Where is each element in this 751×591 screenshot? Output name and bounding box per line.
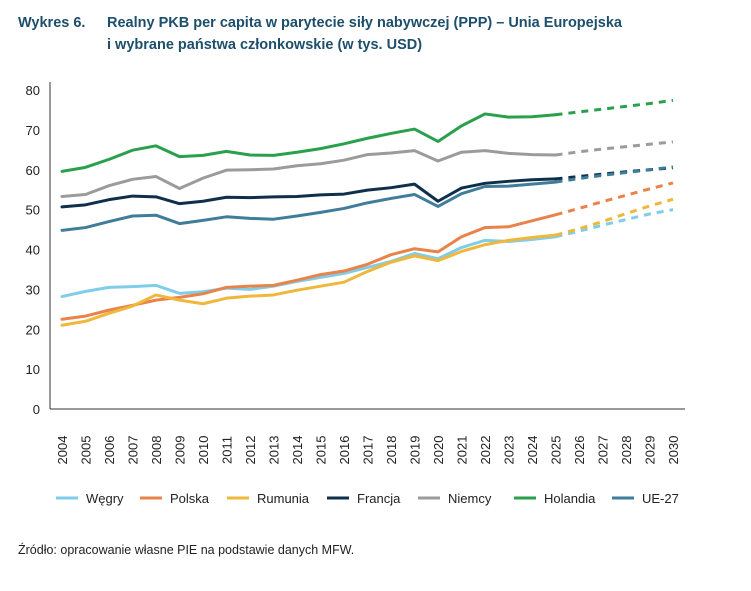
y-tick-label: 70 [26, 123, 40, 138]
x-tick-label: 2010 [196, 436, 211, 465]
legend-item: Francja [327, 491, 401, 506]
series-line [60, 180, 557, 232]
title-line-1: Realny PKB per capita w parytecie siły n… [107, 15, 622, 31]
forecast-line [555, 197, 674, 237]
x-tick-label: 2006 [102, 436, 117, 465]
legend-label: Rumunia [257, 491, 310, 506]
x-tick-label: 2008 [149, 436, 164, 465]
forecast-line [555, 165, 674, 184]
legend-item: Polska [140, 491, 210, 506]
x-tick-label: 2013 [267, 436, 282, 465]
legend-item: Rumunia [227, 491, 310, 506]
series-line [60, 235, 557, 299]
forecast-line [555, 181, 674, 217]
series-niemcy [60, 140, 674, 198]
series-line [60, 177, 557, 209]
series-line [60, 233, 557, 327]
forecast-line [555, 166, 674, 181]
legend-item: Holandia [514, 491, 596, 506]
chart-title: Wykres 6. Realny PKB per capita w paryte… [18, 12, 738, 56]
x-tick-label: 2028 [619, 436, 634, 465]
x-tick-label: 2015 [314, 436, 329, 465]
legend-item: Niemcy [418, 491, 492, 506]
x-tick-label: 2011 [220, 436, 235, 464]
series-line [60, 112, 557, 173]
x-tick-label: 2030 [666, 436, 681, 465]
series-ue-27 [60, 165, 674, 232]
series-francja [60, 166, 674, 209]
y-tick-label: 40 [26, 243, 40, 258]
title-line-2: i wybrane państwa członkowskie (w tys. U… [107, 37, 423, 53]
forecast-line [555, 98, 674, 117]
x-tick-label: 2023 [502, 436, 517, 465]
x-tick-label: 2022 [478, 436, 493, 465]
x-tick-label: 2016 [337, 436, 352, 465]
legend-label: Niemcy [448, 491, 492, 506]
x-tick-label: 2029 [643, 436, 658, 465]
legend-label: Francja [357, 491, 401, 506]
x-tick-label: 2004 [55, 436, 70, 465]
series-węgry [60, 208, 674, 299]
legend-item: Węgry [56, 491, 124, 506]
legend-label: Polska [170, 491, 210, 506]
x-tick-label: 2014 [290, 436, 305, 465]
y-tick-label: 80 [26, 83, 40, 98]
series-holandia [60, 98, 674, 173]
x-tick-label: 2009 [173, 436, 188, 465]
legend-label: UE-27 [642, 491, 679, 506]
x-tick-label: 2012 [243, 436, 258, 465]
x-tick-label: 2026 [572, 436, 587, 465]
legend-item: UE-27 [612, 491, 679, 506]
x-tick-label: 2024 [525, 436, 540, 465]
source-note: Źródło: opracowanie własne PIE na podsta… [18, 543, 355, 557]
x-tick-label: 2018 [384, 436, 399, 465]
legend-label: Holandia [544, 491, 596, 506]
x-tick-label: 2005 [79, 436, 94, 465]
y-tick-label: 50 [26, 203, 40, 218]
x-tick-label: 2027 [596, 436, 611, 465]
forecast-line [555, 140, 674, 157]
legend-label: Węgry [86, 491, 124, 506]
y-tick-label: 30 [26, 282, 40, 297]
x-tick-label: 2017 [361, 436, 376, 465]
series-line [60, 149, 557, 198]
series-line [60, 213, 557, 321]
x-tick-label: 2020 [431, 436, 446, 465]
x-tick-label: 2025 [549, 436, 564, 465]
forecast-line [555, 208, 674, 239]
y-tick-label: 60 [26, 163, 40, 178]
figure-number: Wykres 6. [18, 15, 86, 31]
x-tick-label: 2019 [408, 436, 423, 465]
y-tick-label: 0 [33, 402, 40, 417]
series-layer [60, 98, 674, 327]
legend: Węgry Polska Rumunia Francja Niemcy Holandia U… [56, 491, 679, 506]
x-tick-label: 2021 [455, 436, 470, 465]
y-tick-label: 10 [26, 362, 40, 377]
x-tick-label: 2007 [126, 436, 141, 465]
y-tick-label: 20 [26, 322, 40, 337]
series-rumunia [60, 197, 674, 327]
